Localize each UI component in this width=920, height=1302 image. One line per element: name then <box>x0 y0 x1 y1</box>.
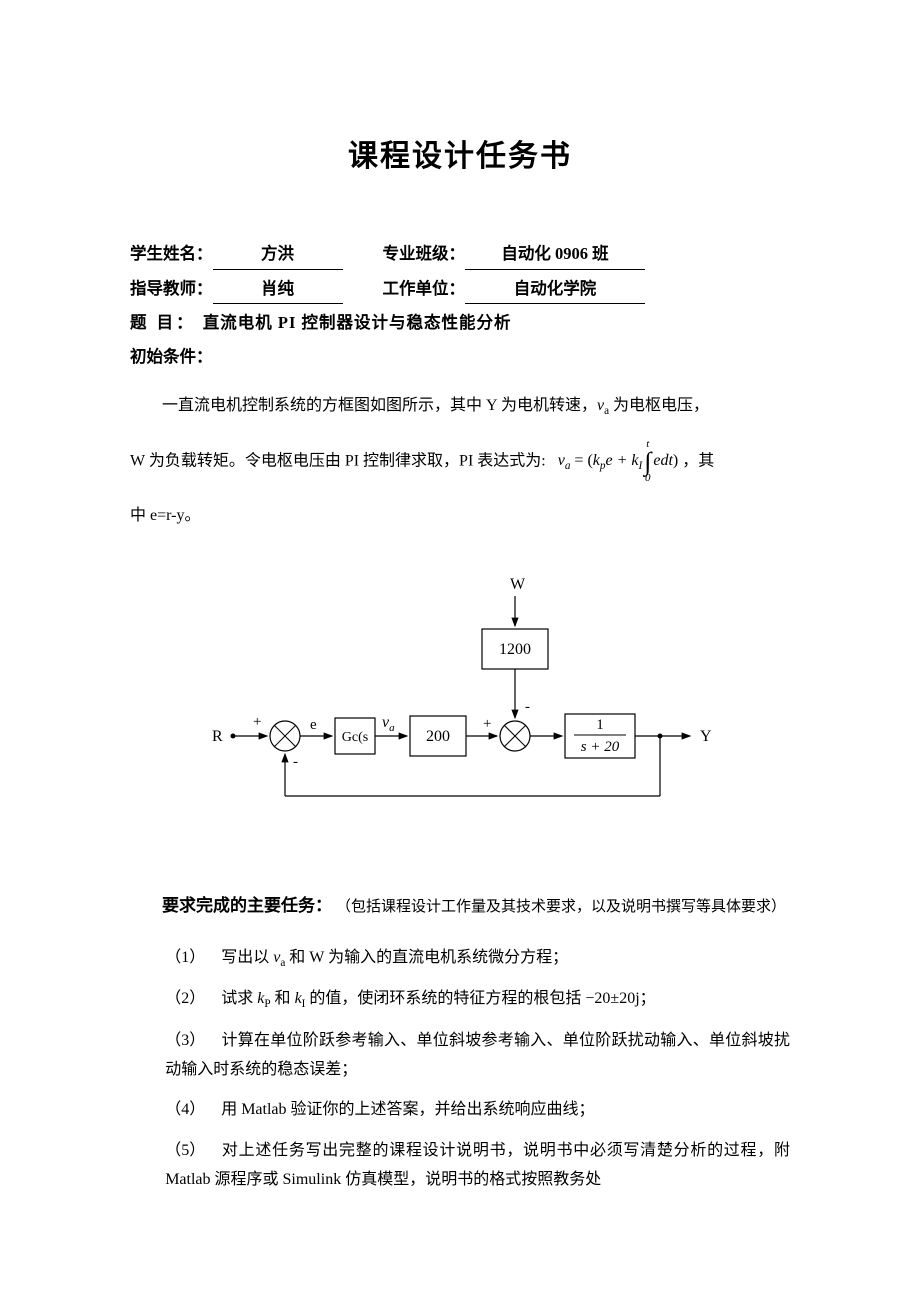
task-2: （2）试求 kP 和 kI 的值，使闭环系统的特征方程的根包括 −20±20j； <box>130 985 790 1014</box>
sum1-minus: - <box>293 754 298 770</box>
initial-conditions-head: 初始条件： <box>130 342 790 372</box>
sum2-minus: - <box>525 699 530 715</box>
f-ki: k <box>631 452 638 469</box>
paragraph-3: 中 e=r-y。 <box>130 502 790 531</box>
p1-text-b: 为电枢电压， <box>609 397 709 414</box>
name-label: 学生姓名： <box>130 239 213 269</box>
unit-label: 工作单位： <box>383 274 466 304</box>
int-symbol: ∫ <box>644 450 651 473</box>
page-title: 课程设计任务书 <box>130 130 790 184</box>
info-row-1: 学生姓名： 方洪 专业班级： 自动化 0906 班 <box>130 239 790 270</box>
t3-text: 计算在单位阶跃参考输入、单位斜坡参考输入、单位阶跃扰动输入、单位斜坡扰动输入时系… <box>165 1032 790 1078</box>
f-kp: k <box>593 452 600 469</box>
main-task-head: 要求完成的主要任务： <box>162 896 332 915</box>
task-3: （3）计算在单位阶跃参考输入、单位斜坡参考输入、单位阶跃扰动输入、单位斜坡扰动输… <box>130 1027 790 1085</box>
task-5: （5）对上述任务写出完整的课程设计说明书，说明书中必须写清楚分析的过程，附 Ma… <box>130 1137 790 1195</box>
teacher-value: 肖纯 <box>213 274 343 305</box>
f-e1: e + <box>605 452 631 469</box>
t1-a: 写出以 <box>221 949 273 966</box>
teacher-label: 指导教师： <box>130 274 213 304</box>
topic-row: 题 目： 直流电机 PI 控制器设计与稳态性能分析 <box>130 308 790 338</box>
sum1-plus: + <box>253 714 261 730</box>
f-va: v <box>558 452 565 469</box>
topic-value: 直流电机 PI 控制器设计与稳态性能分析 <box>203 313 512 332</box>
t5-text: 对上述任务写出完整的课程设计说明书，说明书中必须写清楚分析的过程，附 Matla… <box>165 1142 790 1188</box>
class-label: 专业班级： <box>383 239 466 269</box>
sum-junction-1 <box>270 721 300 751</box>
e-label: e <box>310 717 317 733</box>
info-row-2: 指导教师： 肖纯 工作单位： 自动化学院 <box>130 274 790 305</box>
gain-1200-label: 1200 <box>499 641 531 658</box>
paragraph-2: W 为负载转矩。令电枢电压由 PI 控制律求取，PI 表达式为: va = (k… <box>130 439 790 484</box>
gain-200-label: 200 <box>426 728 450 745</box>
class-value: 自动化 0906 班 <box>465 239 645 270</box>
tf-num: 1 <box>596 717 604 733</box>
diagram-svg: W 1200 - R + e Gc(s va 200 + <box>200 571 720 831</box>
integral-icon: t∫0 <box>644 439 651 484</box>
va-label: va <box>382 714 395 734</box>
tf-den: s + 20 <box>581 739 620 755</box>
name-value: 方洪 <box>213 239 343 270</box>
pi-formula: va = (kpe + kIt∫0edt) <box>558 452 683 469</box>
f-close: ) <box>673 452 678 469</box>
info-section: 学生姓名： 方洪 专业班级： 自动化 0906 班 指导教师： 肖纯 工作单位：… <box>130 239 790 372</box>
y-label: Y <box>700 728 712 745</box>
sum2-plus: + <box>483 716 491 732</box>
f-eq: = ( <box>570 452 592 469</box>
main-task-line: 要求完成的主要任务： （包括课程设计工作量及其技术要求，以及说明书撰写等具体要求… <box>130 891 790 922</box>
main-task-section: 要求完成的主要任务： （包括课程设计工作量及其技术要求，以及说明书撰写等具体要求… <box>130 891 790 922</box>
t2-ki: k <box>295 990 302 1007</box>
task-list: （1）写出以 va 和 W 为输入的直流电机系统微分方程； （2）试求 kP 和… <box>130 944 790 1195</box>
task-1-num: （1） <box>165 944 221 973</box>
task-4-num: （4） <box>165 1096 221 1125</box>
task-5-num: （5） <box>165 1137 221 1166</box>
t1-b: 和 W 为输入的直流电机系统微分方程； <box>285 949 568 966</box>
w-label: W <box>510 576 526 593</box>
p2-text-b: ，其 <box>682 452 714 469</box>
p2-text-a: W 为负载转矩。令电枢电压由 PI 控制律求取，PI 表达式为: <box>130 452 546 469</box>
unit-value: 自动化学院 <box>465 274 645 305</box>
block-diagram: W 1200 - R + e Gc(s va 200 + <box>130 571 790 831</box>
r-label: R <box>212 728 223 745</box>
sum-junction-2 <box>500 721 530 751</box>
topic-label: 题 目： <box>130 313 196 332</box>
task-2-num: （2） <box>165 985 221 1014</box>
f-ki-sub: I <box>639 461 643 473</box>
t2-mid: 和 <box>271 990 295 1007</box>
p1-text-a: 一直流电机控制系统的方框图如图所示，其中 Y 为电机转速， <box>162 397 597 414</box>
t4-text: 用 Matlab 验证你的上述答案，并给出系统响应曲线； <box>221 1101 594 1118</box>
main-task-tail: （包括课程设计工作量及其技术要求，以及说明书撰写等具体要求） <box>336 899 786 915</box>
t2-b: 的值，使闭环系统的特征方程的根包括 −20±20j； <box>305 990 655 1007</box>
f-edt: edt <box>653 452 673 469</box>
p1-va: v <box>597 397 604 414</box>
t2-a: 试求 <box>221 990 257 1007</box>
int-bot: 0 <box>645 473 651 484</box>
paragraph-1: 一直流电机控制系统的方框图如图所示，其中 Y 为电机转速，va 为电枢电压， <box>130 392 790 421</box>
task-4: （4）用 Matlab 验证你的上述答案，并给出系统响应曲线； <box>130 1096 790 1125</box>
task-3-num: （3） <box>165 1027 221 1056</box>
task-1: （1）写出以 va 和 W 为输入的直流电机系统微分方程； <box>130 944 790 973</box>
gc-label: Gc(s <box>342 730 368 745</box>
